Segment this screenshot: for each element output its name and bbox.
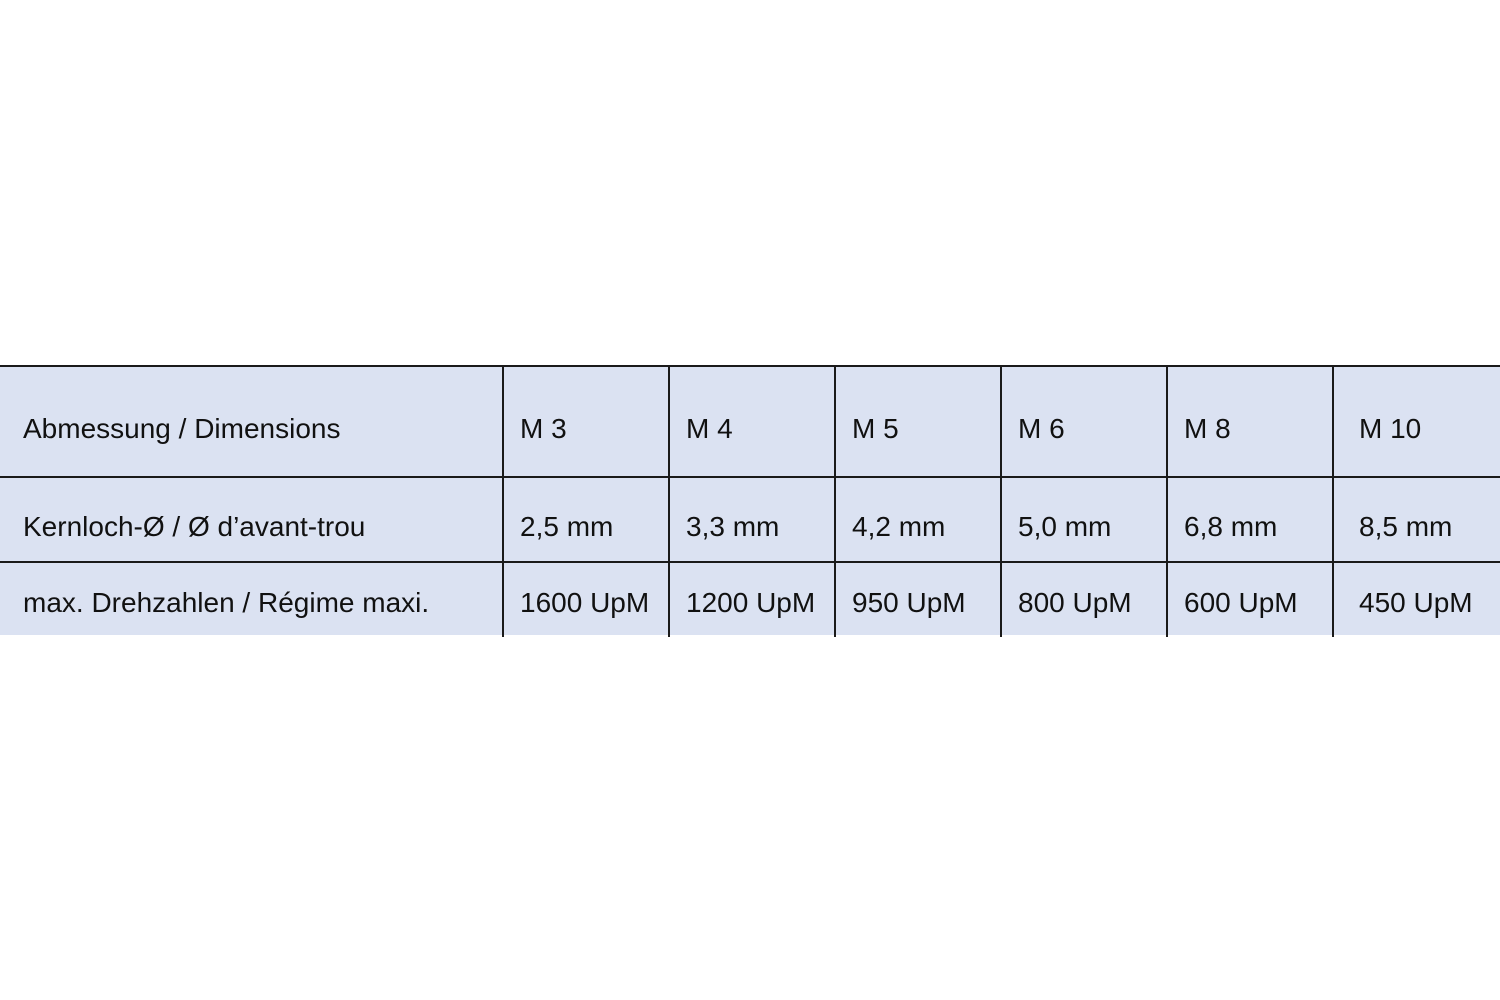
- table-row: Kernloch-Ø / Ø d’avant-trou 2,5 mm 3,3 m…: [0, 476, 1500, 563]
- table-cell: 2,5 mm: [502, 478, 668, 563]
- table-cell: 800 UpM: [1000, 563, 1166, 637]
- row-label-dimensions: Abmessung / Dimensions: [23, 412, 341, 444]
- table-cell: 5,0 mm: [1000, 478, 1166, 563]
- table-cell: 1200 UpM: [668, 563, 834, 637]
- table-cell: 8,5 mm: [1332, 478, 1500, 563]
- table-row: max. Drehzahlen / Régime maxi. 1600 UpM …: [0, 561, 1500, 637]
- table-cell: M 5: [834, 367, 1000, 476]
- table-cell: 4,2 mm: [834, 478, 1000, 563]
- table-cell: M 6: [1000, 367, 1166, 476]
- specification-table: Abmessung / Dimensions M 3 M 4 M 5 M 6 M…: [0, 365, 1500, 637]
- table-cell: M 10: [1332, 367, 1500, 476]
- table-cell: M 3: [502, 367, 668, 476]
- table-cell: 1600 UpM: [502, 563, 668, 637]
- row-label-core-hole: Kernloch-Ø / Ø d’avant-trou: [23, 510, 366, 542]
- table-cell: 3,3 mm: [668, 478, 834, 563]
- table-cell: 600 UpM: [1166, 563, 1332, 637]
- table-cell: 950 UpM: [834, 563, 1000, 637]
- table-cell: 450 UpM: [1332, 563, 1500, 637]
- table-cell: M 4: [668, 367, 834, 476]
- table-cell: M 8: [1166, 367, 1332, 476]
- table-header-row: Abmessung / Dimensions M 3 M 4 M 5 M 6 M…: [0, 367, 1500, 476]
- row-label-max-speed: max. Drehzahlen / Régime maxi.: [23, 587, 430, 618]
- table-cell: 6,8 mm: [1166, 478, 1332, 563]
